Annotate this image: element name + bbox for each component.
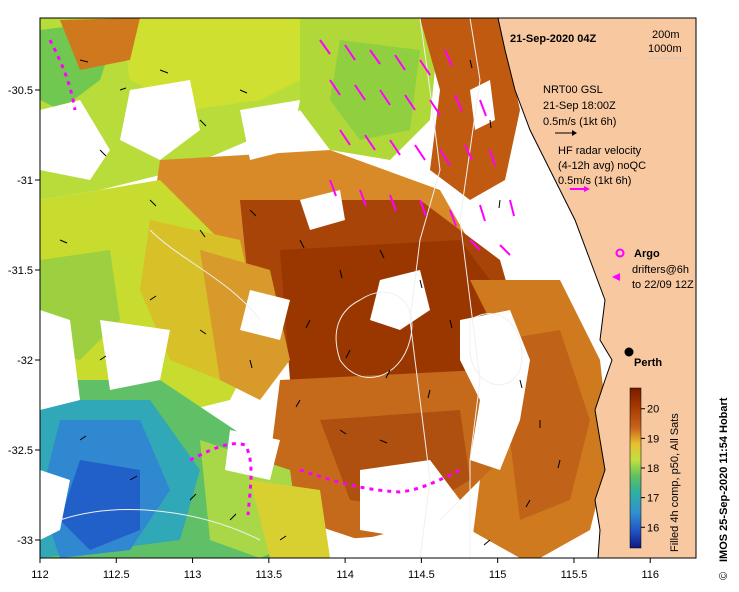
copyright-icon: © xyxy=(718,572,730,580)
colorbar-tick-label: 17 xyxy=(647,493,659,505)
gsl-legend-line-1: NRT00 GSL xyxy=(543,84,603,96)
x-tick-label: 115.5 xyxy=(561,569,588,581)
colorbar-label: Filled 4h comp, p50, All Sats xyxy=(669,413,681,552)
radar-legend-line-2: (4-12h avg) noQC xyxy=(558,160,646,172)
colorbar xyxy=(629,387,642,549)
gsl-scale-arrowhead xyxy=(572,130,577,136)
colorbar-ticks: 20 19 18 17 16 xyxy=(641,404,659,534)
drifter-legend-line-1: drifters@6h xyxy=(632,264,689,276)
colorbar-tick-label: 18 xyxy=(647,463,659,475)
gsl-legend-line-3: 0.5m/s (1kt 6h) xyxy=(543,116,616,128)
isobath-label-1000m: 1000m xyxy=(648,43,682,55)
colorbar-tick-label: 20 xyxy=(647,404,659,416)
radar-legend-line-1: HF radar velocity xyxy=(558,145,642,157)
gsl-vectors xyxy=(59,59,561,546)
land-australia xyxy=(498,18,696,558)
plot-frame xyxy=(39,17,697,559)
x-tick-label: 113.5 xyxy=(255,569,282,581)
y-axis: -30.5 -31 -31.5 -32 -32.5 -33 xyxy=(8,85,40,547)
drifter-marker-icon xyxy=(612,273,620,281)
argo-label: Argo xyxy=(634,248,660,260)
y-tick-label: -32 xyxy=(17,355,33,367)
y-tick-label: -32.5 xyxy=(8,445,33,457)
credit-text: IMOS 25-Sep-2020 11:54 Hobart xyxy=(718,397,730,562)
x-tick-label: 113 xyxy=(184,569,202,581)
isobath-label-200m: 200m xyxy=(652,29,680,41)
x-tick-label: 116 xyxy=(641,569,659,581)
x-tick-label: 112.5 xyxy=(103,569,130,581)
drifter-tracks xyxy=(48,39,461,516)
gsl-legend-line-2: 21-Sep 18:00Z xyxy=(543,100,616,112)
city-label-perth: Perth xyxy=(634,357,662,369)
coastline xyxy=(497,18,613,558)
colorbar-tick-label: 16 xyxy=(647,522,659,534)
cloud-gaps xyxy=(40,80,530,558)
argo-marker-icon xyxy=(615,248,625,258)
y-tick-label: -30.5 xyxy=(8,85,33,97)
perth-marker xyxy=(624,347,634,357)
date-title: 21-Sep-2020 04Z xyxy=(510,33,596,45)
x-tick-label: 115 xyxy=(489,569,507,581)
drifter-legend-line-2: to 22/09 12Z xyxy=(632,279,694,291)
colorbar-tick-label: 19 xyxy=(647,433,659,445)
x-axis: 112 112.5 113 113.5 114 114.5 115 115.5 116 xyxy=(31,558,659,581)
y-tick-label: -31.5 xyxy=(8,265,33,277)
x-tick-label: 114.5 xyxy=(408,569,435,581)
y-tick-label: -33 xyxy=(17,535,33,547)
radar-legend-line-3: 0.5m/s (1kt 6h) xyxy=(558,175,631,187)
hf-radar-vectors xyxy=(319,39,515,256)
radar-scale-arrowhead xyxy=(584,186,590,192)
x-tick-label: 114 xyxy=(336,569,354,581)
y-tick-label: -31 xyxy=(17,175,33,187)
x-tick-label: 112 xyxy=(31,569,49,581)
